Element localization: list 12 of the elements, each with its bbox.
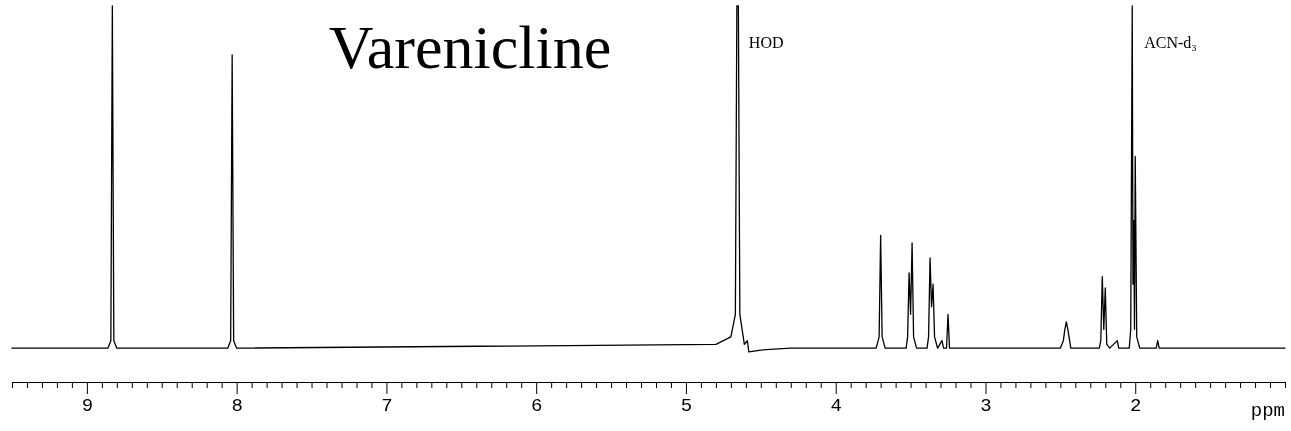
annotation: ACN-d₃	[1144, 34, 1197, 51]
x-tick-label: 8	[231, 395, 243, 418]
annotation: HOD	[748, 34, 784, 51]
x-tick-label: 5	[680, 395, 693, 418]
x-tick-label: 3	[980, 395, 992, 418]
x-tick-label: 9	[81, 395, 94, 418]
x-tick-label: 4	[830, 395, 842, 418]
x-tick-label: 6	[530, 395, 543, 418]
x-tick-label: 2	[1130, 395, 1142, 418]
x-axis-title: ppm	[1250, 400, 1285, 422]
x-tick-label: 7	[381, 395, 393, 418]
chart-title: Varenicline	[328, 13, 612, 81]
